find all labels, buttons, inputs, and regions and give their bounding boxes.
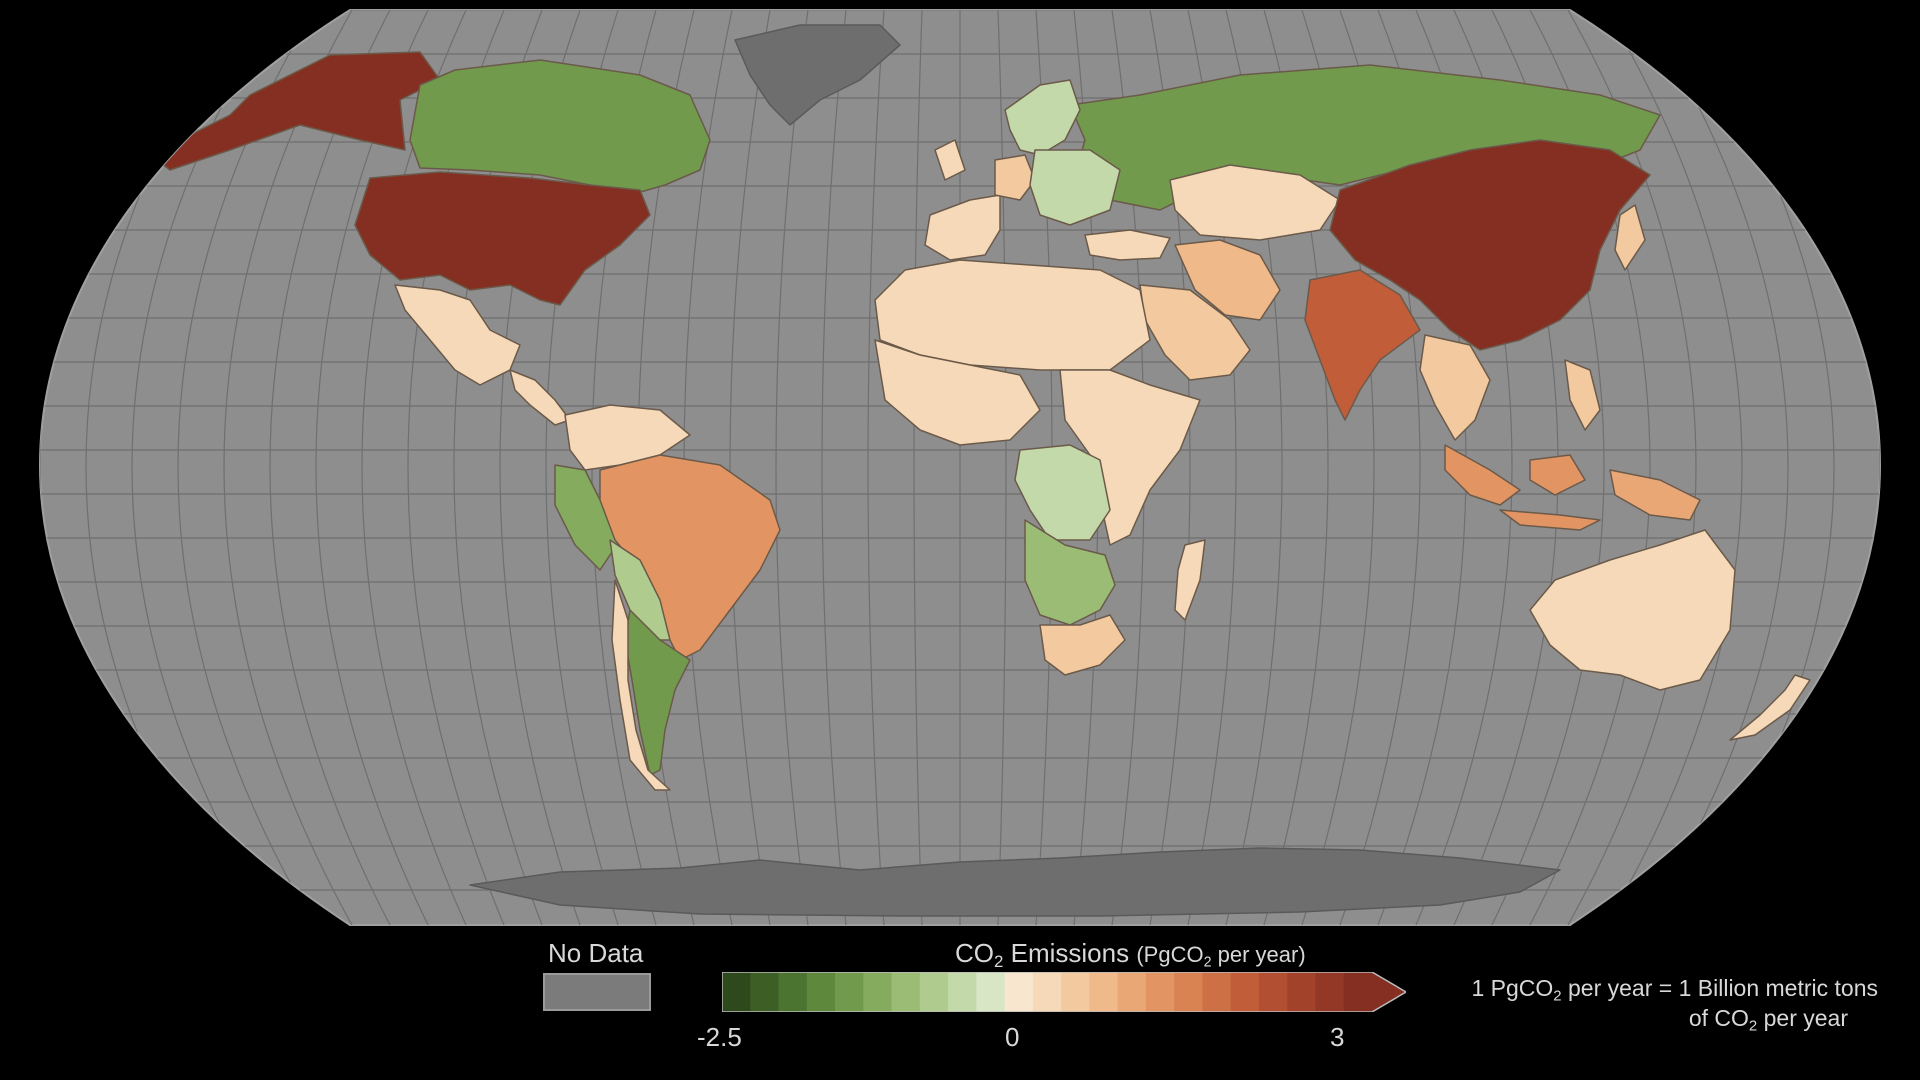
legend-unit-sub: 2 <box>1203 954 1212 971</box>
note1-sub: 2 <box>1553 987 1562 1005</box>
region-western-europe <box>924 139 1001 261</box>
color-scale-bar <box>722 972 1406 1012</box>
scale-swatch <box>1004 972 1034 1012</box>
no-data-swatch <box>543 973 651 1011</box>
graticule-meridian <box>269 10 391 925</box>
region-canada <box>409 59 711 196</box>
region-brazil <box>599 454 781 661</box>
graticule-meridian <box>729 10 771 925</box>
region-antarctica <box>469 847 1561 917</box>
scale-swatch <box>1343 972 1373 1012</box>
scale-swatch <box>835 972 864 1012</box>
region-new-zealand <box>1729 674 1811 741</box>
note1-a: 1 PgCO <box>1471 975 1554 1001</box>
scale-swatch <box>1315 972 1345 1012</box>
region-iran <box>1174 239 1281 321</box>
region-kazakhstan <box>1169 164 1341 241</box>
scale-swatch <box>919 972 949 1012</box>
scale-swatch <box>1061 972 1090 1012</box>
graticule-meridian <box>775 10 809 925</box>
region-central-america <box>509 369 571 426</box>
graticule-meridian <box>1643 10 1789 925</box>
legend-title-suffix: Emissions <box>1003 938 1137 968</box>
scale-swatch <box>863 972 893 1012</box>
region-china <box>1329 139 1651 351</box>
unit-note-line1: 1 PgCO2 per year = 1 Billion metric tons <box>1471 975 1878 1004</box>
region-west-africa <box>874 339 1041 446</box>
no-data-label: No Data <box>548 938 644 968</box>
legend-unit-suffix: per year) <box>1211 942 1306 967</box>
region-united-states <box>354 171 651 306</box>
graticule-meridian <box>867 10 885 925</box>
graticule-meridian <box>223 10 353 925</box>
countries <box>149 24 1811 917</box>
scale-swatch <box>1117 972 1147 1012</box>
region-germany <box>994 154 1036 201</box>
legend-unit: (PgCO2 per year) <box>1136 942 1306 971</box>
region-scandinavia <box>1004 79 1081 156</box>
region-indonesia <box>1444 444 1601 531</box>
graticule-meridian <box>913 10 923 925</box>
scale-tick-max: 3 <box>1330 1022 1345 1052</box>
region-southern-africa <box>1024 519 1116 626</box>
region-madagascar <box>1174 539 1206 621</box>
region-chile <box>611 579 671 791</box>
scale-swatch <box>1258 972 1288 1012</box>
scale-swatch <box>750 972 780 1012</box>
note2-b: per year <box>1757 1005 1848 1031</box>
region-southeast-asia <box>1419 334 1601 441</box>
region-central-africa <box>1014 444 1111 541</box>
scale-swatch <box>976 972 1006 1012</box>
scale-swatch <box>1202 972 1232 1012</box>
note2-sub: 2 <box>1748 1017 1758 1035</box>
scale-swatch <box>778 972 808 1012</box>
region-papua-new-guinea <box>1609 469 1701 521</box>
scale-outline <box>722 972 1406 1012</box>
region-japan <box>1614 204 1646 271</box>
region-east-africa <box>1059 369 1201 546</box>
region-turkey <box>1084 229 1171 261</box>
legend-unit-prefix: (PgCO <box>1136 942 1204 967</box>
scale-swatch <box>806 972 836 1012</box>
scale-swatch <box>1089 972 1119 1012</box>
scale-swatch <box>1032 972 1062 1012</box>
scale-tick-zero: 0 <box>1005 1022 1020 1052</box>
scale-arrow-tip <box>1372 972 1406 1012</box>
region-argentina <box>624 609 691 776</box>
graticule-meridian <box>1605 10 1743 925</box>
legend-title: CO2 Emissions (PgCO2 per year) <box>955 938 1306 972</box>
scale-swatch <box>1230 972 1260 1012</box>
scale-swatch <box>948 972 977 1012</box>
scale-swatch <box>1287 972 1317 1012</box>
region-eastern-europe <box>1029 149 1121 226</box>
note1-b: per year = 1 Billion metric tons <box>1561 975 1878 1001</box>
scale-swatch <box>722 972 751 1012</box>
graticule-meridian <box>821 10 847 925</box>
scale-swatch <box>1145 972 1175 1012</box>
region-peru <box>554 464 621 571</box>
region-india <box>1304 269 1421 421</box>
graticule-meridian <box>997 10 1007 925</box>
legend-title-prefix: CO <box>955 938 994 968</box>
scale-tick-min: -2.5 <box>697 1022 742 1052</box>
region-australia <box>1529 529 1736 691</box>
region-greenland <box>734 24 901 126</box>
legend-title-sub: 2 <box>994 952 1004 972</box>
unit-note-line2: of CO2 per year <box>1689 1005 1848 1034</box>
scale-swatch <box>1174 972 1204 1012</box>
region-saudi-arabia <box>1139 284 1251 381</box>
note2-a: of CO <box>1688 1005 1749 1031</box>
region-south-africa <box>1039 614 1126 676</box>
scale-swatch <box>891 972 921 1012</box>
